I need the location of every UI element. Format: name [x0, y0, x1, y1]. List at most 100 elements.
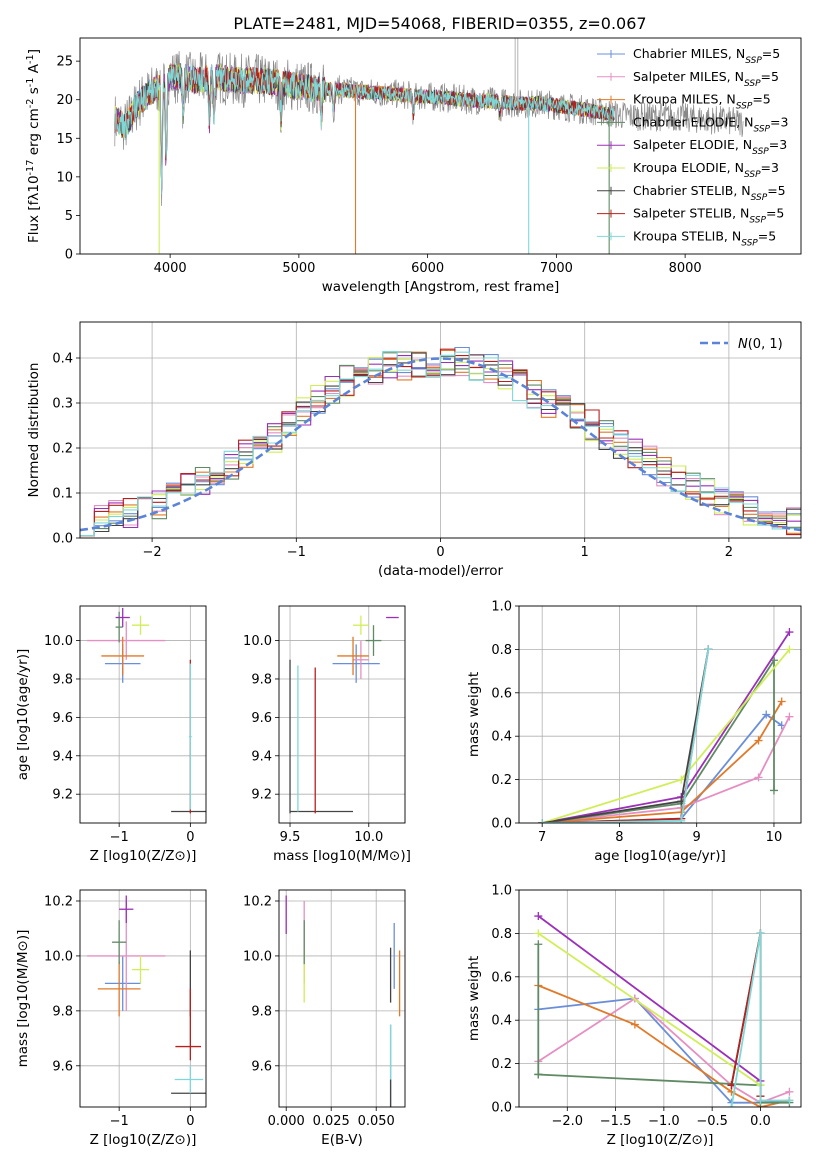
weight-marker	[630, 1020, 639, 1029]
tick-label-y: 0.8	[491, 643, 512, 658]
x-axis-label: Z [log10(Z/Z⊙)]	[607, 1132, 714, 1148]
axes-frame	[518, 605, 802, 824]
tick-label-x: 0.000	[268, 1114, 305, 1129]
tick-label-y: 9.2	[251, 788, 272, 803]
weight-marker	[727, 1103, 736, 1107]
plot-area	[285, 895, 401, 1107]
weight-marker	[785, 1096, 794, 1105]
tick-label-y: 9.8	[251, 672, 272, 687]
tick-label-x: −1.0	[648, 1114, 680, 1129]
y-axis-label: age [log10(age/yr)]	[15, 649, 31, 781]
figure-title: PLATE=2481, MJD=54068, FIBERID=0355, z=0…	[233, 14, 646, 33]
tick-label-x: 4000	[154, 261, 187, 276]
tick-label-x: −1	[110, 830, 129, 845]
weight-marker	[762, 710, 771, 719]
panel-mass-age: 9.5 10.0 9.2 9.4 9.6 9.8 10.0 mass [log10(M/M⊙)…	[243, 605, 411, 864]
tick-label-y: 0.0	[491, 817, 512, 832]
tick-label-y: 9.8	[251, 1004, 272, 1019]
y-axis-label: mass [log10(M/M⊙)]	[15, 930, 31, 1068]
axes-frame	[278, 889, 406, 1108]
tick-label-x: −0.5	[696, 1114, 728, 1129]
tick-label-y: 9.4	[251, 749, 272, 764]
x-axis-label: Z [log10(Z/Z⊙)]	[90, 848, 197, 864]
tick-label-y: 10.2	[44, 894, 73, 909]
x-axis-label: mass [log10(M/M⊙)]	[273, 848, 411, 864]
weight-marker	[785, 628, 794, 637]
plot-area	[538, 628, 794, 823]
x-axis-label: E(B-V)	[321, 1132, 363, 1148]
legend-label: Chabrier MILES, NSSP=5	[633, 46, 780, 66]
axes-frame	[278, 605, 406, 824]
tick-label-y: 1.0	[491, 884, 512, 899]
tick-label-x: 0	[186, 1114, 194, 1129]
weight-marker	[756, 929, 765, 938]
panel-z-age: −1 0 9.2 9.4 9.6 9.8 10.0 Z [log10(Z/Z⊙)] age [l…	[15, 605, 207, 864]
tick-label-y: 0.6	[491, 686, 512, 701]
axes-frame	[79, 605, 207, 824]
weight-marker	[534, 929, 543, 938]
tick-label-y: 0.3	[52, 397, 73, 412]
tick-label-x: 10.0	[354, 830, 383, 845]
tick-label-x: 0	[436, 545, 444, 560]
legend-label: Chabrier ELODIE, NSSP=3	[633, 114, 788, 134]
legend-label: Salpeter ELODIE, NSSP=3	[633, 137, 787, 157]
weight-line	[542, 631, 791, 823]
residual-histogram	[80, 351, 801, 537]
tick-label-y: 0.4	[491, 730, 512, 745]
legend-label: N(0, 1)	[738, 337, 783, 352]
tick-label-x: 7000	[540, 261, 573, 276]
weight-marker	[534, 1070, 543, 1079]
tick-label-y: 10.0	[44, 634, 73, 649]
tick-label-x: −1	[110, 1114, 129, 1129]
tick-label-x: 0.0	[750, 1114, 771, 1129]
tick-label-x: 2	[725, 545, 733, 560]
weight-marker	[538, 819, 547, 823]
plot-area	[87, 607, 206, 814]
tick-label-y: 9.8	[52, 1004, 73, 1019]
tick-label-x: 1	[581, 545, 589, 560]
weight-marker	[704, 645, 713, 654]
tick-label-x: 10	[766, 830, 783, 845]
weight-marker	[754, 736, 763, 745]
plot-area	[80, 346, 801, 537]
tick-label-y: 9.4	[52, 749, 73, 764]
weight-marker	[777, 697, 786, 706]
x-axis-label: age [log10(age/yr)]	[594, 848, 726, 864]
plot-area	[87, 895, 206, 1094]
legend-label: Salpeter MILES, NSSP=5	[633, 69, 779, 89]
weight-marker	[727, 1081, 736, 1090]
weight-line	[537, 932, 761, 1087]
legend-label: Chabrier STELIB, NSSP=5	[633, 183, 786, 203]
tick-label-y: 9.6	[251, 711, 272, 726]
tick-label-y: 0.2	[491, 1057, 512, 1072]
weight-marker	[534, 912, 543, 921]
tick-label-y: 9.8	[52, 672, 73, 687]
tick-label-y: 25	[56, 55, 73, 70]
plots: 4000 5000 6000 7000 80000510152025wavelength…	[15, 37, 802, 1148]
tick-label-y: 5	[65, 209, 73, 224]
tick-label-y: 10.0	[44, 949, 73, 964]
tick-label-x: −1	[287, 545, 306, 560]
panel-residuals: −2 −1 0 1 2 0.0 0.1 0.2 0.3 0.4 (data-model)/error…	[26, 321, 802, 579]
weight-marker	[534, 940, 543, 949]
plot-area	[534, 912, 794, 1107]
tick-label-y: 10.0	[243, 634, 272, 649]
legend-label: Kroupa MILES, NSSP=5	[633, 92, 771, 112]
tick-label-x: 9	[693, 830, 701, 845]
weight-marker	[769, 786, 778, 795]
tick-label-x: 7	[538, 830, 546, 845]
normal-curve	[80, 357, 801, 532]
weight-marker	[677, 816, 686, 823]
axes-frame	[518, 889, 802, 1108]
weight-line	[542, 701, 783, 823]
y-axis-label: Normed distribution	[26, 363, 42, 498]
tick-label-x: 6000	[411, 261, 444, 276]
tick-label-y: 20	[56, 93, 73, 108]
y-axis-label: mass weight	[466, 672, 482, 757]
tick-label-y: 0.1	[52, 487, 73, 502]
weight-line	[537, 915, 761, 1082]
tick-label-x: −2	[143, 545, 162, 560]
panel-ebv-mass: 0.000 0.025 0.050 9.6 9.8 10.0 10.2 E(B-V)	[243, 889, 406, 1148]
panel-z-weight: −2.0 −1.5 −1.0 −0.5 0.0 0.0 0.2 0.4 0.6 0.8 1.0 Z […	[466, 884, 802, 1148]
